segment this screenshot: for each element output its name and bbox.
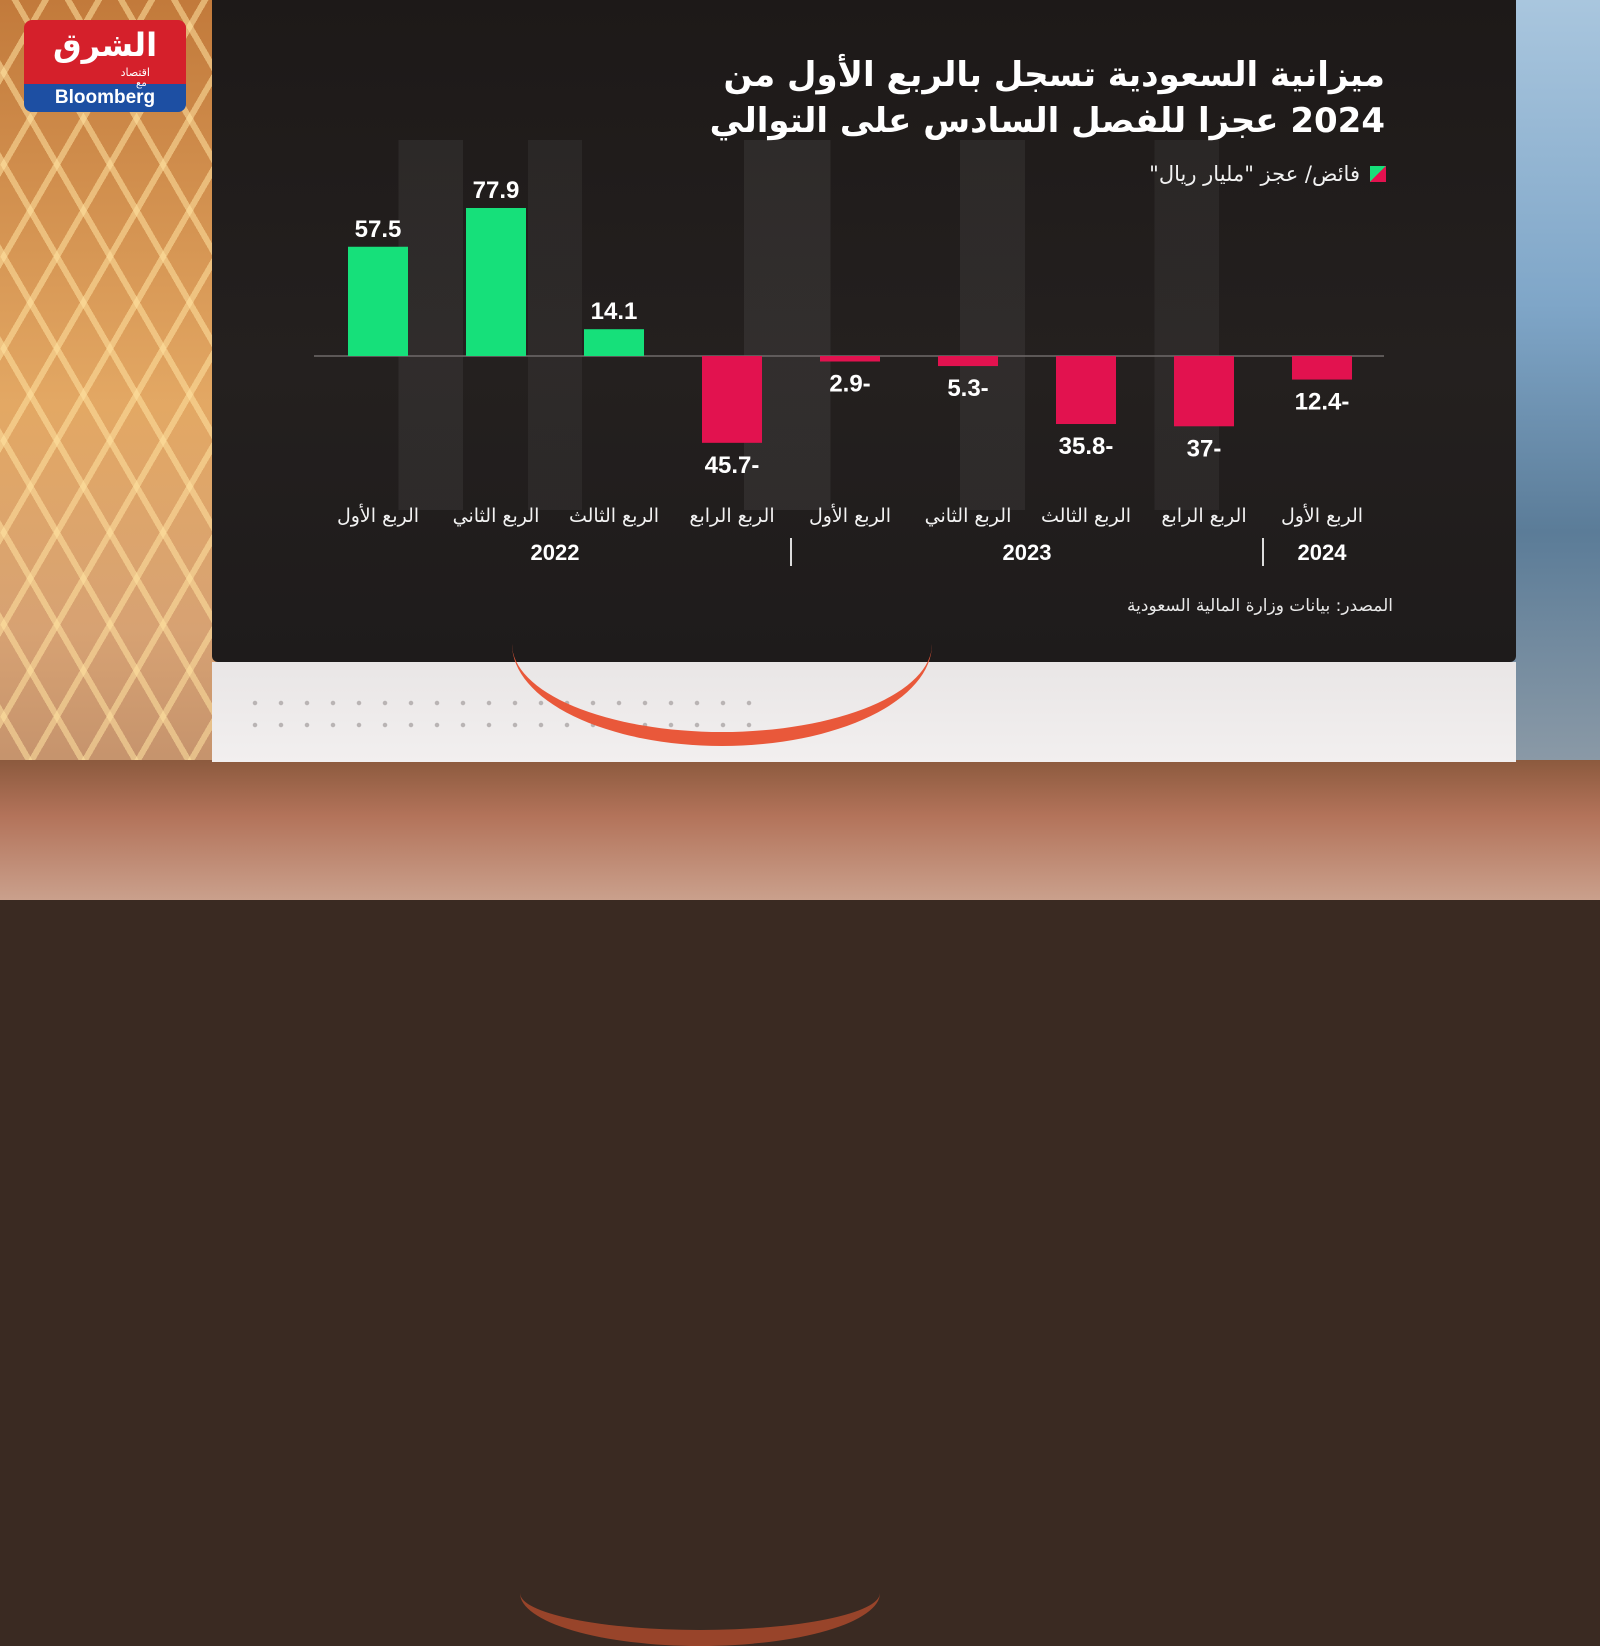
value-label-5: 2.9- <box>829 371 870 398</box>
bar-4 <box>702 356 762 443</box>
value-label-4: 45.7- <box>705 452 760 479</box>
floor-reflection <box>520 1540 880 1646</box>
value-label-7: 35.8- <box>1059 433 1114 460</box>
logo-subtitle: اقتصاد <box>120 66 150 79</box>
category-label-4: الربع الرابع <box>689 505 774 527</box>
value-label-1: 57.5 <box>355 216 402 243</box>
channel-logo: الشرق اقتصاد مع Bloomberg <box>24 20 186 112</box>
legend-label: فائض/ عجز "مليار ريال" <box>1149 162 1360 186</box>
studio-floor <box>0 760 1600 1646</box>
logo-red-block: الشرق اقتصاد <box>24 20 186 84</box>
category-label-5: الربع الأول <box>809 504 891 527</box>
bar-9 <box>1292 356 1352 380</box>
value-label-3: 14.1 <box>591 298 638 325</box>
category-label-1: الربع الأول <box>337 504 419 527</box>
bar-1 <box>348 246 408 356</box>
year-label-2022: 2022 <box>531 540 580 565</box>
category-label-6: الربع الثاني <box>925 505 1012 527</box>
category-label-7: الربع الثالث <box>1041 505 1131 527</box>
category-label-8: الربع الرابع <box>1161 505 1246 527</box>
chart-title: ميزانية السعودية تسجل بالربع الأول من 20… <box>685 52 1385 144</box>
bar-7 <box>1056 356 1116 425</box>
year-label-2024: 2024 <box>1298 540 1348 565</box>
value-label-6: 5.3- <box>947 375 988 402</box>
bar-6 <box>938 356 998 367</box>
value-label-9: 12.4- <box>1295 389 1350 416</box>
bar-8 <box>1174 356 1234 427</box>
category-label-3: الربع الثالث <box>569 505 659 527</box>
year-label-2023: 2023 <box>1003 540 1052 565</box>
value-label-2: 77.9 <box>473 177 520 204</box>
chart-legend: فائض/ عجز "مليار ريال" <box>1149 162 1386 186</box>
screen-base-panel <box>212 662 1516 762</box>
bar-3 <box>584 329 644 356</box>
bar-5 <box>820 356 880 362</box>
logo-with-text: مع <box>136 78 147 89</box>
bar-2 <box>466 207 526 356</box>
category-label-9: الربع الأول <box>1281 504 1363 527</box>
studio-wall-left <box>0 0 220 900</box>
chart-title-line-2: 2024 عجزا للفصل السادس على التوالي <box>709 101 1385 141</box>
logo-name: الشرق <box>52 26 158 64</box>
chart-title-line-1: ميزانية السعودية تسجل بالربع الأول من <box>723 55 1385 95</box>
value-label-8: 37- <box>1187 435 1222 462</box>
bar-chart: 57.5 الربع الأول 77.9 الربع الثاني 14.1 الربع… <box>314 177 1384 566</box>
logo-blue-block: مع Bloomberg <box>24 78 186 112</box>
legend-swatch <box>1370 166 1386 182</box>
category-label-2: الربع الثاني <box>453 505 540 527</box>
logo-partner: Bloomberg <box>54 87 156 108</box>
source-note: المصدر: بيانات وزارة المالية السعودية <box>1127 596 1393 616</box>
